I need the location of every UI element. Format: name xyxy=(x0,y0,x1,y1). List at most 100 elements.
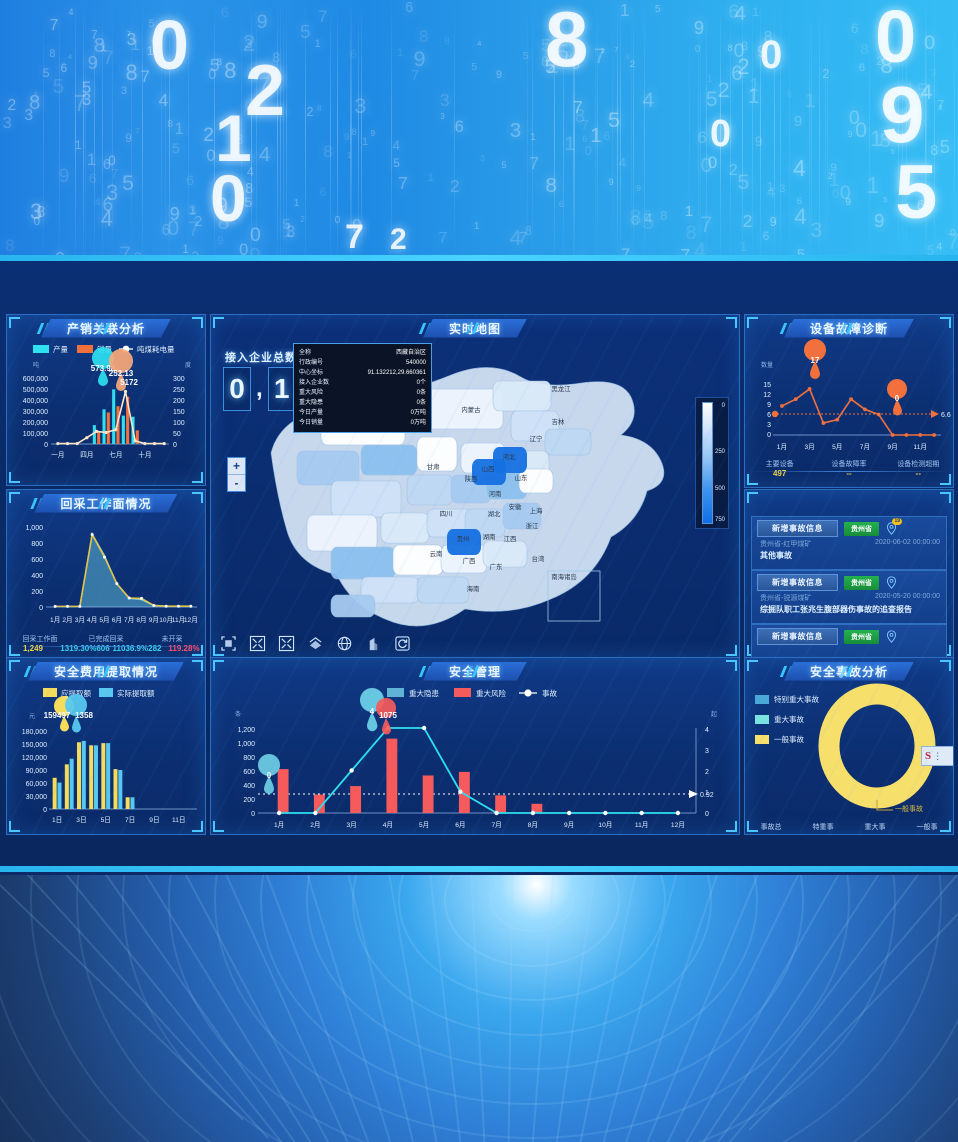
widget-menu-icon[interactable]: ⋮ xyxy=(933,752,942,760)
widget-glyph: S xyxy=(925,750,931,762)
accident-card[interactable]: 新增事故信息 贵州省 xyxy=(751,624,947,659)
title-slash-icon xyxy=(468,666,482,677)
bar xyxy=(97,432,100,444)
line-point xyxy=(849,397,853,401)
zoom-in-button[interactable]: + xyxy=(228,458,245,475)
corner-icon xyxy=(192,317,203,328)
refresh-icon[interactable] xyxy=(393,634,411,652)
tooltip-row: 接入企业数 0个 xyxy=(299,378,426,388)
card-header: 新增事故信息 贵州省 xyxy=(752,571,946,591)
x-axis-label: 十月 xyxy=(138,450,151,459)
line-point xyxy=(277,811,281,815)
tooltip-row: 行政编号 540000 xyxy=(299,358,426,368)
corner-icon xyxy=(213,317,224,328)
tooltip-row: 重大风险 0条 xyxy=(299,388,426,398)
line-point xyxy=(54,605,57,608)
y-axis-left: 1,200 1,000 800 600 400 200 0 xyxy=(237,727,255,818)
tooltip-row: 今日销量 0万吨 xyxy=(299,418,426,428)
y-axis-right: 0 50 100 150 200 250 300 xyxy=(173,376,185,449)
notification-badge: 19 xyxy=(892,518,902,525)
title-slash-icon xyxy=(468,323,482,334)
svg-text:400: 400 xyxy=(243,783,255,790)
zoom-out-button[interactable]: - xyxy=(228,475,245,491)
chart-line-fault xyxy=(782,389,934,435)
line-point xyxy=(531,811,535,815)
metric-label: 设备故障率 xyxy=(814,459,883,469)
collapse-icon[interactable] xyxy=(277,634,295,652)
new-accident-tag[interactable]: 新增事故信息 xyxy=(757,628,838,645)
mining-metrics: 回采工作面 已完成回采 未开采 1,249 1319.30%606 11036.… xyxy=(7,634,205,658)
x-axis-label: 3月 xyxy=(804,443,814,451)
title-slash-icon xyxy=(99,323,113,334)
float-widget[interactable]: S ⋮ xyxy=(921,746,954,766)
line-point xyxy=(794,397,798,401)
chart-bars xyxy=(53,741,135,809)
corner-icon xyxy=(9,660,20,671)
map-zoom-control[interactable]: + - xyxy=(227,457,246,492)
new-accident-tag[interactable]: 新增事故信息 xyxy=(757,520,838,537)
line-point xyxy=(78,605,81,608)
divider xyxy=(11,646,201,647)
bar xyxy=(65,764,69,809)
accident-description xyxy=(752,647,946,649)
x-axis-label: 12月 xyxy=(671,821,685,829)
select-icon[interactable] xyxy=(219,634,237,652)
line-point xyxy=(105,431,108,434)
expand-icon[interactable] xyxy=(248,634,266,652)
count-digit: 1 xyxy=(268,367,296,411)
x-axis-label: 1月 xyxy=(777,443,787,451)
svg-text:2: 2 xyxy=(705,769,709,776)
legend-row: 一般事故 xyxy=(755,734,819,745)
building-icon[interactable] xyxy=(364,634,382,652)
bottom-label: 特重事 xyxy=(797,822,849,832)
legend-swatch xyxy=(755,735,769,744)
province-badge: 贵州省 xyxy=(844,522,879,536)
card-subheader: 贵州省-红甲煤矿 2020-06-02 00:00:00 xyxy=(752,537,946,549)
line-point xyxy=(905,433,909,437)
layers-icon[interactable] xyxy=(306,634,324,652)
province-badge: 贵州省 xyxy=(844,576,879,590)
bar xyxy=(101,743,105,809)
svg-text:0: 0 xyxy=(44,442,48,449)
count-digit: 0 xyxy=(223,367,251,411)
x-axis-label: 7日 xyxy=(125,816,135,824)
svg-text:600: 600 xyxy=(31,557,43,564)
panel-title-accident-analysis: 安全事故分析 xyxy=(784,661,914,681)
legend-swatch xyxy=(755,695,769,704)
title-slash-icon xyxy=(842,666,856,677)
svg-text:200,000: 200,000 xyxy=(23,420,48,427)
metric-label: 已完成回采 xyxy=(73,634,139,644)
panel-accident-analysis: 安全事故分析 特别重大事故 重大事故 一般事故 一般事故 S ⋮ 事故总 特重事… xyxy=(744,657,954,835)
bar xyxy=(118,770,122,809)
legend-label: 一般事故 xyxy=(774,734,804,745)
bar xyxy=(350,786,361,813)
x-axis-label: 1日 xyxy=(52,816,62,824)
chart-legend: 应提取额 实际提取额 xyxy=(43,688,155,698)
globe-icon[interactable] xyxy=(335,634,353,652)
bottom-background-grid xyxy=(0,868,958,1142)
map-province-label: 浙江 xyxy=(526,521,539,530)
new-accident-tag[interactable]: 新增事故信息 xyxy=(757,574,838,591)
tooltip-key: 行政编号 xyxy=(299,358,323,368)
corner-icon xyxy=(940,492,951,503)
x-axis-label: 6月 xyxy=(455,821,465,829)
bar xyxy=(423,775,434,813)
line-point xyxy=(603,811,607,815)
line-point xyxy=(932,433,936,437)
map-province-label: 陕西 xyxy=(465,474,478,483)
tooltip-key: 今日产量 xyxy=(299,408,323,418)
line-point xyxy=(639,811,643,815)
line-point xyxy=(877,413,881,417)
province-badge: 贵州省 xyxy=(844,630,879,644)
svg-text:实际提取额: 实际提取额 xyxy=(117,688,155,698)
accident-card[interactable]: 新增事故信息 贵州省 贵州省-锐源煤矿 2020-05-20 00:00:00 综掘队职… xyxy=(751,570,947,624)
tooltip-value: 0条 xyxy=(417,388,426,398)
x-axis-label: 一月 xyxy=(51,451,64,459)
svg-text:17: 17 xyxy=(811,356,820,365)
accident-card[interactable]: 新增事故信息 贵州省 19 贵州省-红甲煤矿 2020-06-02 00:00:00 其他… xyxy=(751,516,947,570)
panel-safety-management: 安全管理 重大隐患 重大风险 事故 条 起 1,200 1,000 xyxy=(210,657,740,835)
panel-title-safety-management: 安全管理 xyxy=(423,661,527,681)
x-axis-label: 11日 xyxy=(172,816,185,824)
map-toolbar[interactable] xyxy=(219,634,411,652)
metric-label: 主要设备 xyxy=(745,459,814,469)
